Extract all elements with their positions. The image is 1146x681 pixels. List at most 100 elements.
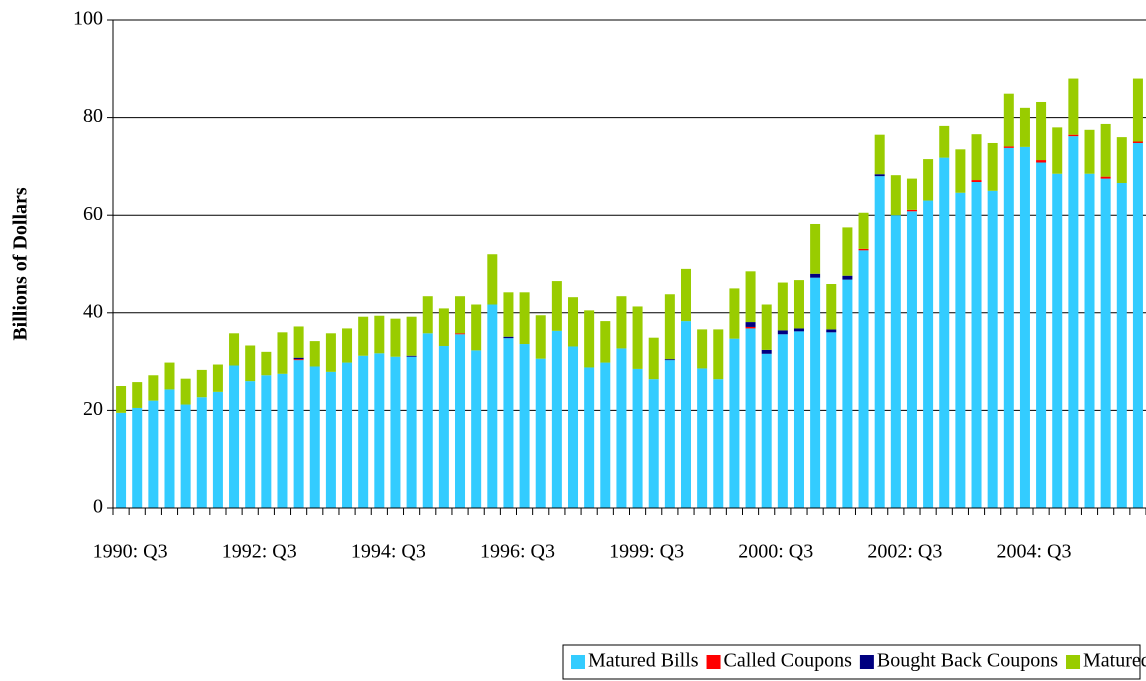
bar-segment — [212, 391, 223, 508]
bar-segment — [1132, 142, 1143, 508]
bar-segment — [761, 353, 772, 508]
bar-segment — [648, 337, 659, 380]
bar-segment — [487, 254, 498, 305]
bar-segment — [648, 379, 659, 508]
bar-segment — [132, 382, 143, 408]
bar-segment — [1084, 173, 1095, 508]
legend-swatch — [706, 655, 721, 669]
bar-segment — [455, 296, 466, 334]
bar-segment — [293, 326, 304, 358]
bar-segment — [1132, 78, 1143, 142]
legend-swatch — [859, 655, 874, 669]
bar-segment — [180, 404, 191, 508]
y-tick-label: 80 — [83, 105, 103, 127]
x-tick-label: 1994: Q3 — [351, 541, 426, 563]
bar-segment — [745, 322, 756, 327]
legend-swatch — [571, 655, 585, 669]
bar-segment — [1003, 146, 1014, 148]
bar-segment — [890, 215, 901, 508]
bar-segment — [164, 362, 175, 390]
bar-segment — [858, 212, 869, 249]
y-tick-label: 40 — [83, 300, 103, 322]
bar-segment — [148, 400, 159, 508]
bar-segment — [229, 365, 240, 508]
bar-segment — [632, 368, 643, 508]
bar-segment — [342, 328, 353, 363]
bar-segment — [422, 333, 433, 508]
bar-segment — [664, 294, 675, 360]
bar-segment — [600, 321, 611, 363]
bar-segment — [309, 341, 320, 367]
bar-segment — [148, 375, 159, 401]
bar-segment — [713, 329, 724, 380]
bar-segment — [116, 386, 127, 413]
bar-segment — [729, 288, 740, 339]
bar-segment — [390, 356, 401, 508]
x-tick-label: 1992: Q3 — [222, 541, 297, 563]
legend-label: Bought Back Coupons — [877, 650, 1058, 672]
bar-segment — [745, 326, 756, 329]
bar-segment — [793, 328, 804, 332]
bar-segment — [438, 308, 449, 346]
bar-segment — [535, 358, 546, 508]
bar-segment — [616, 348, 627, 508]
bar-segment — [923, 200, 934, 508]
bar-segment — [535, 315, 546, 359]
y-tick-label: 100 — [73, 8, 103, 30]
y-tick-label: 0 — [93, 496, 103, 518]
legend-box — [562, 644, 1141, 680]
bar-segment — [939, 125, 950, 158]
bar-segment — [1019, 146, 1030, 508]
bar-segment — [406, 316, 417, 356]
bar-segment — [503, 336, 514, 339]
bar-segment — [551, 281, 562, 331]
bar-segment — [1068, 134, 1079, 137]
bar-segment — [777, 282, 788, 331]
bar-segment — [906, 211, 917, 508]
bar-segment — [309, 366, 320, 508]
bar-segment — [906, 209, 917, 212]
bar-segment — [116, 412, 127, 508]
bar-segment — [810, 277, 821, 508]
bar-segment — [471, 304, 482, 351]
bar-segment — [874, 176, 885, 508]
bar-segment — [616, 296, 627, 349]
bar-segment — [487, 304, 498, 508]
bar-segment — [164, 389, 175, 508]
legend-label: Called Coupons — [724, 650, 853, 672]
bar-segment — [810, 223, 821, 274]
bar-segment — [923, 159, 934, 201]
bar-segment — [519, 292, 530, 345]
bar-segment — [971, 180, 982, 183]
bar-segment — [826, 329, 837, 333]
bar-segment — [939, 157, 950, 508]
bar-segment — [971, 182, 982, 509]
bar-segment — [1003, 147, 1014, 508]
bar-segment — [777, 334, 788, 508]
bar-segment — [858, 250, 869, 508]
bar-segment — [1068, 136, 1079, 509]
bar-segment — [745, 328, 756, 508]
bar-segment — [455, 333, 466, 335]
bar-segment — [406, 355, 417, 357]
bar-segment — [1019, 107, 1030, 147]
bar-segment — [1100, 176, 1111, 179]
bar-segment — [390, 318, 401, 357]
bar-segment — [729, 338, 740, 508]
bar-segment — [1116, 182, 1127, 508]
bar-segment — [1036, 160, 1047, 163]
bar-segment — [842, 275, 853, 280]
bar-segment — [212, 364, 223, 392]
bar-segment — [568, 346, 579, 508]
bar-segment — [455, 334, 466, 508]
bar-segment — [1100, 178, 1111, 508]
bar-segment — [132, 407, 143, 508]
bar-segment — [584, 367, 595, 508]
bar-segment — [777, 330, 788, 335]
bar-segment — [342, 362, 353, 508]
bar-segment — [1036, 162, 1047, 508]
legend-label: Matured Coupons — [1083, 650, 1146, 672]
bar-segment — [810, 273, 821, 278]
bar-segment — [1100, 123, 1111, 177]
bar-segment — [325, 333, 336, 372]
